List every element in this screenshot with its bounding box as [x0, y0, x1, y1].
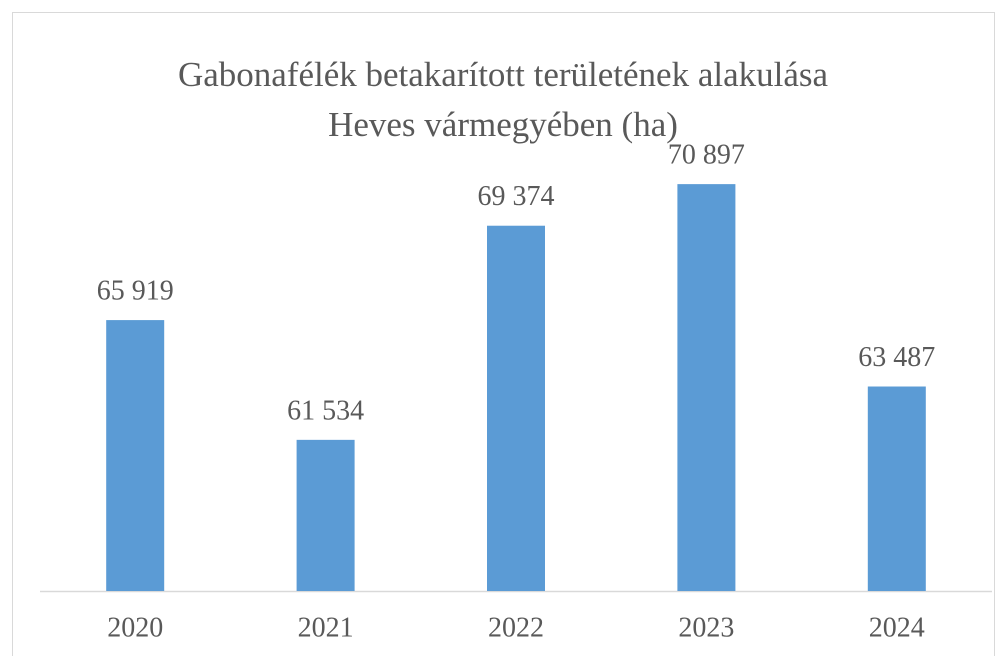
bar	[677, 184, 736, 592]
bar	[106, 320, 165, 591]
x-tick-label: 2024	[869, 612, 925, 643]
x-tick-label: 2021	[298, 612, 354, 643]
bar	[487, 225, 545, 591]
x-tick-label: 2020	[107, 612, 163, 643]
data-label: 65 919	[97, 276, 174, 307]
chart-title: Gabonafélék betakarított területének ala…	[178, 55, 829, 94]
x-tick-label: 2023	[678, 612, 734, 643]
bar	[296, 439, 355, 591]
data-label: 70 897	[668, 140, 745, 171]
data-label: 63 487	[858, 342, 935, 373]
chart-title: Heves vármegyében (ha)	[328, 105, 678, 144]
data-label: 69 374	[478, 181, 555, 212]
bar	[867, 386, 926, 591]
data-label: 61 534	[287, 395, 364, 426]
x-tick-label: 2022	[488, 612, 544, 643]
